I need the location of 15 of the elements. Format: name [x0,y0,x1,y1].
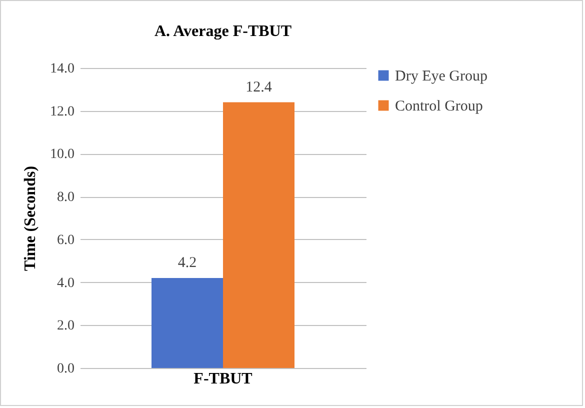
y-tick-label: 10.0 [50,147,74,162]
y-tick-label: 8.0 [57,190,74,206]
y-tick-label: 6.0 [57,232,74,248]
legend-label: Control Group [395,98,483,114]
y-tick-label: 4.0 [57,276,74,291]
y-tick-label: 2.0 [57,318,74,334]
y-axis-title: Time (Seconds) [22,166,39,272]
y-tick-label: 14.0 [50,62,74,76]
y-tick-label: 0.0 [57,362,74,376]
x-tick-label: F-TBUT [194,370,253,388]
data-label: 12.4 [246,79,272,96]
data-label: 4.2 [178,255,197,271]
y-tick-label: 12.0 [50,104,74,120]
chart-title: A. Average F-TBUT [154,23,292,40]
legend-label: Dry Eye Group [395,68,488,84]
